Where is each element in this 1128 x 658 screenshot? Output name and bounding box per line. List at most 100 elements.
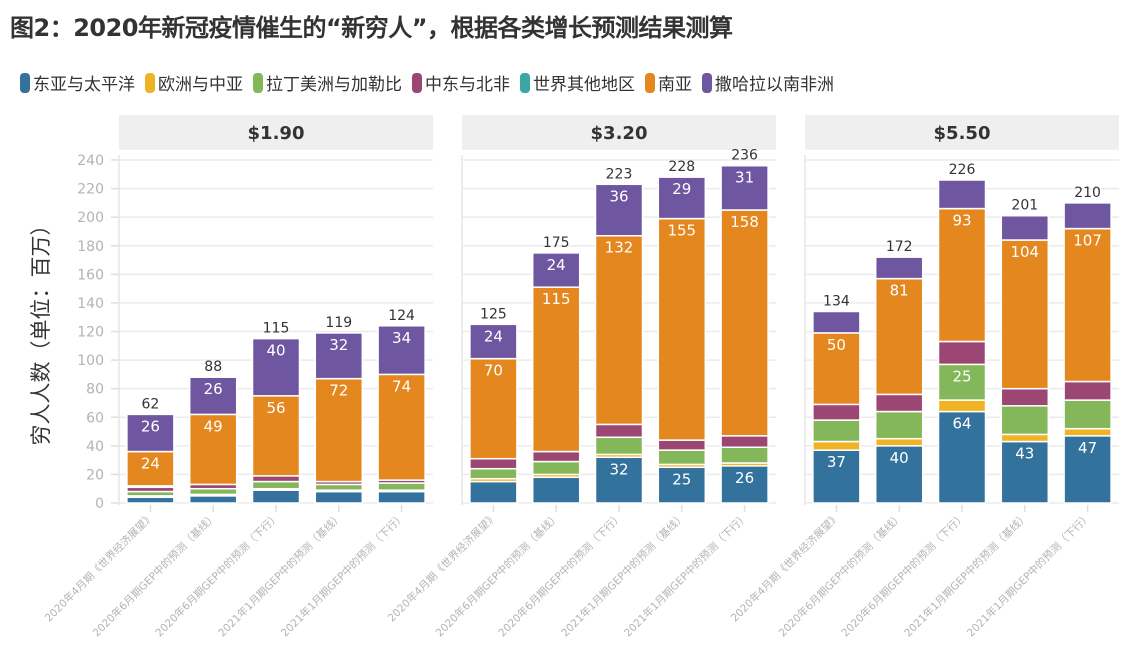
- x-tick-label: 2020年6月期GEP中的预测（下行）: [153, 510, 282, 639]
- bar-segment: [251, 475, 301, 483]
- x-tick-label: 2020年6月期GEP中的预测（基线）: [776, 510, 905, 639]
- bar-segment: [251, 395, 301, 477]
- y-tick-label: 200: [77, 210, 104, 226]
- segment-label: 31: [735, 169, 754, 187]
- legend-swatch: [20, 72, 30, 93]
- bar-segment: [469, 467, 518, 480]
- bar-segment: [251, 480, 301, 490]
- bar-segment: [531, 460, 581, 476]
- segment-label: 26: [204, 380, 223, 398]
- total-label: 124: [388, 308, 415, 324]
- bar-segment: [874, 256, 924, 280]
- segment-label: 40: [890, 449, 909, 467]
- segment-label: 24: [141, 455, 160, 473]
- y-tick-label: 40: [86, 439, 104, 455]
- bar-segment: [188, 487, 238, 496]
- y-tick-label: 0: [95, 496, 104, 512]
- y-tick-label: 240: [77, 153, 104, 169]
- total-label: 172: [886, 239, 913, 255]
- y-tick-label: 180: [77, 239, 104, 255]
- bar-segment: [531, 450, 581, 463]
- y-tick-label: 220: [77, 182, 104, 198]
- total-label: 201: [1011, 198, 1038, 214]
- panel-title: $3.20: [591, 123, 648, 144]
- x-tick-label: 2020年4月期《世界经济展望》: [385, 510, 499, 624]
- x-tick-label: 2021年1月期GEP中的预测（基线）: [559, 510, 688, 639]
- bar-segment: [657, 449, 707, 466]
- bar-segment: [1063, 202, 1112, 230]
- bar-segment: [657, 217, 707, 441]
- segment-label: 29: [672, 180, 691, 198]
- total-label: 62: [141, 396, 159, 412]
- x-tick-label: 2020年4月期《世界经济展望》: [42, 510, 156, 624]
- total-label: 125: [480, 306, 507, 322]
- segment-label: 49: [204, 417, 223, 435]
- bar-segment: [1000, 239, 1050, 390]
- segment-label: 132: [605, 239, 634, 257]
- total-label: 226: [949, 162, 976, 178]
- panel-header-bg: [119, 115, 433, 150]
- bar-segment: [594, 234, 644, 426]
- total-label: 119: [325, 315, 352, 331]
- bar-segment: [377, 482, 426, 491]
- x-tick-label: 2020年6月期GEP中的预测（下行）: [839, 510, 968, 639]
- segment-label: 37: [827, 453, 846, 471]
- bar-segment: [812, 419, 861, 443]
- bar-segment: [188, 413, 238, 486]
- bar-segment: [531, 476, 581, 504]
- legend-label: 欧洲与中亚: [158, 75, 243, 95]
- x-tick-label: 2020年6月期GEP中的预测（基线）: [90, 510, 219, 639]
- bar-segment: [251, 489, 301, 504]
- bar-segment: [812, 449, 861, 504]
- segment-label: 36: [609, 187, 628, 205]
- bar-segment: [657, 439, 707, 451]
- bar-segment: [314, 490, 364, 504]
- legend-swatch: [520, 72, 530, 93]
- segment-label: 32: [329, 336, 348, 354]
- bar-segment: [469, 323, 518, 360]
- x-tick-label: 2021年1月期GEP中的预测（下行）: [964, 510, 1093, 639]
- x-tick-label: 2021年1月期GEP中的预测（下行）: [621, 510, 750, 639]
- legend-item-latin-america: 拉丁美洲与加勒比: [253, 70, 402, 95]
- bar-segment: [594, 183, 644, 237]
- legend-label: 中东与北非: [425, 75, 510, 95]
- legend-swatch: [145, 72, 155, 93]
- segment-label: 25: [672, 470, 691, 488]
- bar-segment: [188, 495, 238, 504]
- bar-segment: [1063, 227, 1112, 383]
- bar-segment: [937, 340, 987, 366]
- bar-segment: [1000, 405, 1050, 436]
- panel-header-bg: [462, 115, 776, 150]
- bar-segment: [531, 252, 581, 288]
- legend-item-east-asia: 东亚与太平洋: [20, 70, 135, 95]
- legend-label: 南亚: [658, 75, 692, 95]
- bar-segment: [469, 457, 518, 470]
- segment-label: 24: [484, 327, 503, 345]
- total-label: 228: [668, 159, 695, 175]
- legend-item-europe: 欧洲与中亚: [145, 70, 243, 95]
- bar-segment: [812, 440, 861, 451]
- bar-segment: [251, 337, 301, 397]
- panel-title: $5.50: [934, 123, 991, 144]
- segment-label: 115: [542, 290, 571, 308]
- segment-label: 25: [952, 367, 971, 385]
- bar-segment: [531, 286, 581, 453]
- bar-segment: [377, 373, 426, 481]
- x-tick-label: 2020年6月期GEP中的预测（基线）: [433, 510, 562, 639]
- legend-item-south-asia: 南亚: [645, 70, 692, 95]
- total-label: 223: [606, 166, 633, 182]
- bar-segment: [720, 446, 769, 464]
- legend-swatch: [702, 72, 712, 93]
- bar-segment: [1063, 399, 1112, 430]
- segment-label: 104: [1010, 243, 1039, 261]
- bar-segment: [812, 310, 861, 334]
- segment-label: 50: [827, 336, 846, 354]
- segment-label: 40: [266, 342, 285, 360]
- chart-title: 图2：2020年新冠疫情催生的“新穷人”，根据各类增长预测结果测算: [10, 14, 733, 42]
- panel-header-bg: [805, 115, 1119, 150]
- bar-segment: [1000, 433, 1050, 443]
- segment-label: 81: [890, 282, 909, 300]
- bar-segment: [720, 164, 769, 211]
- total-label: 88: [204, 359, 222, 375]
- segment-label: 74: [392, 377, 411, 395]
